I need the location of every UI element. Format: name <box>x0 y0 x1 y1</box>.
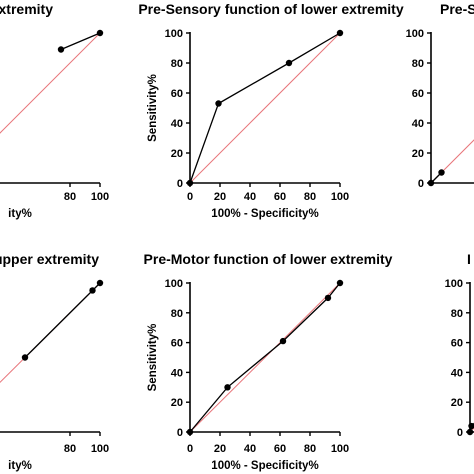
roc-point <box>186 179 194 187</box>
roc-point <box>468 422 474 430</box>
y-tick-label: 80 <box>171 58 183 70</box>
reference-line <box>189 282 341 433</box>
roc-curve <box>60 32 101 51</box>
y-tick-label: 20 <box>171 148 183 160</box>
chart-panel-5: Pre-Motor function of lower extremity 0 20… <box>144 251 393 472</box>
y-tick-label: 0 <box>418 178 424 190</box>
roc-point <box>285 59 293 67</box>
reference-line <box>0 282 101 384</box>
y-tick-label: 0 <box>457 427 463 439</box>
y-axis-label: Sensitivity% <box>147 324 159 392</box>
reference-line <box>189 32 341 184</box>
roc-point <box>96 29 104 37</box>
chart-title: I <box>467 251 471 267</box>
roc-point <box>427 179 435 187</box>
y-tick-label: 60 <box>171 88 183 100</box>
y-tick-label: 40 <box>171 118 183 130</box>
y-tick-label: 20 <box>171 397 183 409</box>
x-tick-label: 40 <box>244 443 256 455</box>
chart-title: Pre-Motor function of lower extremity <box>144 251 393 267</box>
chart-title: Pre-Sensory function of lower extremity <box>138 1 403 17</box>
roc-point <box>89 287 96 294</box>
chart-panel-4: upper extremity 80 100 ity% <box>0 251 109 472</box>
reference-line <box>430 139 474 184</box>
x-axis-label: 100% - Specificity% <box>211 208 318 220</box>
x-tick-label: 20 <box>214 191 226 203</box>
roc-point <box>336 279 344 287</box>
y-tick-label: 60 <box>171 338 183 350</box>
y-tick-label: 100 <box>445 278 463 290</box>
y-tick-label: 60 <box>451 338 463 350</box>
x-tick-label: 100 <box>331 443 349 455</box>
y-tick-label: 60 <box>412 88 424 100</box>
x-tick-label: 80 <box>304 191 316 203</box>
roc-point <box>215 100 222 107</box>
y-tick-label: 100 <box>165 28 183 40</box>
roc-point <box>21 354 29 361</box>
x-tick-label: 60 <box>274 443 286 455</box>
x-axis-label: ity% <box>8 460 32 472</box>
y-tick-label: 20 <box>412 148 424 160</box>
roc-point <box>466 428 474 436</box>
x-tick-label: 60 <box>274 191 286 203</box>
reference-line <box>0 32 101 134</box>
roc-point <box>279 337 287 345</box>
y-tick-label: 80 <box>171 308 183 320</box>
chart-panel-3: Pre-S 0 20 40 60 80 100 <box>406 1 474 190</box>
y-tick-label: 80 <box>412 58 424 70</box>
x-tick-label: 0 <box>187 191 193 203</box>
y-tick-label: 0 <box>177 178 183 190</box>
y-tick-label: 40 <box>412 118 424 130</box>
roc-point <box>96 279 104 287</box>
roc-point <box>57 46 65 53</box>
y-tick-label: 20 <box>451 397 463 409</box>
roc-curve <box>189 32 341 184</box>
chart-panel-2: Pre-Sensory function of lower extremity 0… <box>138 1 403 220</box>
y-tick-label: 40 <box>171 367 183 379</box>
roc-point <box>438 169 445 176</box>
x-axis-label: ity% <box>8 208 32 220</box>
chart-panel-6: I 0 20 40 60 80 100 <box>445 251 474 439</box>
roc-point <box>186 428 194 436</box>
chart-title: upper extremity <box>0 1 53 17</box>
y-tick-label: 100 <box>406 28 424 40</box>
y-tick-label: 40 <box>451 367 463 379</box>
x-tick-label: 80 <box>64 191 76 203</box>
chart-title: Pre-S <box>440 1 474 17</box>
x-tick-label: 40 <box>244 191 256 203</box>
x-tick-label: 80 <box>304 443 316 455</box>
roc-point <box>324 294 332 302</box>
roc-point <box>336 29 344 37</box>
chart-panel-1: upper extremity 80 100 ity% <box>0 1 109 220</box>
x-tick-label: 100 <box>91 443 109 455</box>
x-tick-label: 100 <box>331 191 349 203</box>
x-tick-label: 100 <box>91 191 109 203</box>
x-axis-label: 100% - Specificity% <box>211 460 318 472</box>
y-axis-label: Sensitivity% <box>147 74 159 142</box>
x-tick-label: 20 <box>214 443 226 455</box>
chart-title: upper extremity <box>0 251 99 267</box>
x-tick-label: 0 <box>187 443 193 455</box>
y-tick-label: 80 <box>451 308 463 320</box>
roc-curve <box>24 282 101 358</box>
y-tick-label: 100 <box>165 278 183 290</box>
y-tick-label: 0 <box>177 427 183 439</box>
x-tick-label: 80 <box>64 443 76 455</box>
roc-point <box>224 384 231 391</box>
